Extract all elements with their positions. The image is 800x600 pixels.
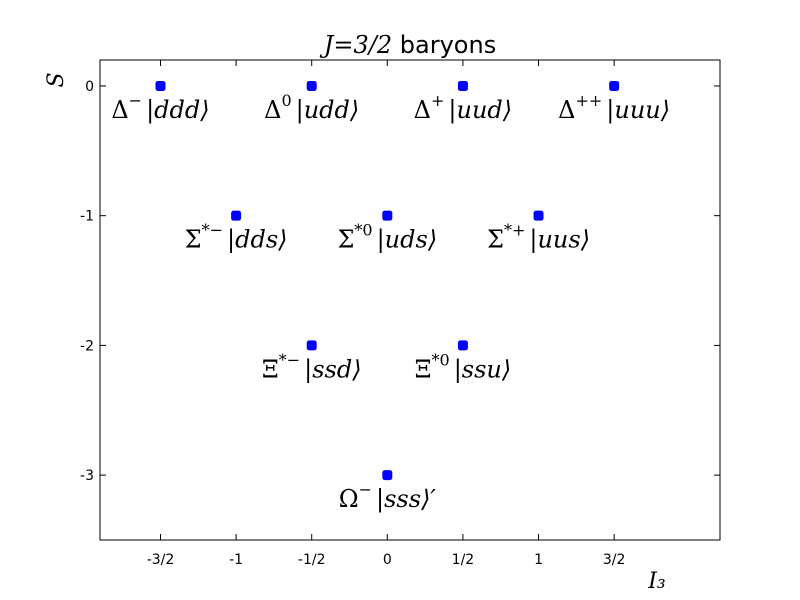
particle-symbol: Ξ: [262, 355, 279, 383]
y-axis-label: S: [44, 72, 69, 87]
particle-symbol: Ξ: [415, 355, 432, 383]
particle-symbol: Δ: [414, 96, 431, 124]
data-point: [533, 210, 544, 221]
quark-state: |ddd⟩: [146, 96, 210, 125]
particle-charge: *0: [354, 221, 372, 240]
y-axis-ticks: 0 -1 -2 -3: [80, 79, 720, 484]
particle-charge: +: [431, 91, 444, 110]
particle-charge: *−: [279, 350, 300, 369]
particle-symbol: Δ: [111, 96, 128, 124]
particle-symbol: Δ: [264, 96, 281, 124]
particle-charge: *−: [202, 221, 223, 240]
data-point: [457, 80, 468, 91]
data-point: [382, 470, 393, 481]
particle-label: Σ*+ |uus⟩: [487, 221, 590, 255]
particle-label: Ξ*0 |ssu⟩: [415, 350, 512, 384]
x-tick-label: 0: [383, 552, 392, 568]
x-tick-label: -3/2: [147, 552, 175, 568]
quark-state: |uds⟩: [377, 226, 438, 255]
quark-state: |uus⟩: [529, 226, 590, 255]
point-labels: Δ− |ddd⟩ Δ0 |udd⟩ Δ+ |uud⟩ Δ++ |uuu⟩Σ*− |dds⟩ Σ*0…: [111, 91, 670, 514]
plot-frame: [99, 59, 721, 541]
x-tick-label: 1: [534, 552, 543, 568]
particle-charge: *0: [432, 350, 450, 369]
particle-label: Ξ*− |ssd⟩: [262, 350, 362, 384]
particle-charge: *+: [504, 221, 525, 240]
chart-title: J=3/2 baryons: [319, 31, 496, 59]
particle-charge: −: [129, 91, 142, 110]
particle-symbol: Ω: [339, 485, 359, 513]
particle-symbol: Σ: [185, 226, 202, 254]
quark-state: |udd⟩: [296, 96, 360, 125]
quark-state: |ssu⟩: [454, 355, 512, 384]
y-tick-label: -3: [80, 468, 94, 484]
data-point: [306, 340, 317, 351]
particle-label: Σ*− |dds⟩: [185, 221, 288, 255]
particle-label: Δ+ |uud⟩: [414, 91, 512, 125]
particle-symbol: Σ: [487, 226, 504, 254]
particle-charge: ++: [575, 91, 602, 110]
data-points: [155, 80, 620, 481]
x-tick-label: 3/2: [603, 552, 626, 568]
particle-label: Δ++ |uuu⟩: [558, 91, 670, 125]
quark-state: |uud⟩: [448, 96, 512, 125]
data-point: [457, 340, 468, 351]
data-point: [306, 80, 317, 91]
x-tick-label: -1/2: [298, 552, 326, 568]
y-tick-label: 0: [85, 79, 94, 95]
data-point: [382, 210, 393, 221]
y-tick-label: -1: [80, 209, 94, 225]
particle-charge: 0: [281, 91, 291, 110]
quark-state: |ssd⟩: [304, 355, 361, 384]
quark-state: |sss⟩′: [376, 485, 436, 514]
x-axis-ticks: -3/2 -1 -1/2 0 1/2 1 3/2: [147, 60, 626, 568]
data-point: [231, 210, 242, 221]
particle-charge: −: [359, 480, 372, 499]
data-point: [609, 80, 620, 91]
particle-label: Δ0 |udd⟩: [264, 91, 359, 125]
particle-label: Σ*0 |uds⟩: [337, 221, 437, 255]
quark-state: |dds⟩: [227, 226, 288, 255]
particle-symbol: Σ: [337, 226, 354, 254]
x-axis-label: I₃: [647, 569, 666, 594]
x-tick-label: 1/2: [452, 552, 475, 568]
data-point: [155, 80, 166, 91]
x-tick-label: -1: [229, 552, 243, 568]
particle-symbol: Δ: [558, 96, 575, 124]
particle-label: Δ− |ddd⟩: [111, 91, 209, 125]
particle-label: Ω− |sss⟩′: [339, 480, 437, 514]
quark-state: |uuu⟩: [606, 96, 670, 125]
chart-title-math: J=3/2: [319, 31, 392, 59]
y-tick-label: -2: [80, 338, 94, 354]
chart-title-text: baryons: [392, 31, 496, 59]
